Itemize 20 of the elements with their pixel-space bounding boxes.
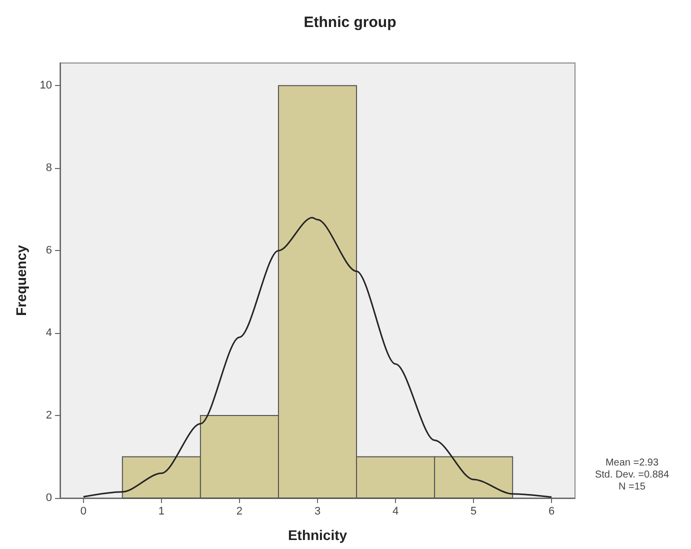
x-axis-title: Ethnicity bbox=[288, 527, 348, 543]
y-tick-label: 4 bbox=[46, 327, 52, 340]
chart-title: Ethnic group bbox=[304, 14, 396, 31]
x-tick-label: 2 bbox=[236, 506, 243, 518]
y-axis-title: Frequency bbox=[13, 244, 29, 316]
x-tick-label: 0 bbox=[80, 506, 86, 518]
x-tick-label: 1 bbox=[158, 506, 164, 518]
text: N =15 bbox=[618, 482, 646, 492]
text: Mean =2.93 bbox=[605, 458, 659, 468]
y-tick-label: 10 bbox=[40, 80, 52, 92]
text: Std. Dev. =0.884 bbox=[594, 470, 670, 480]
y-tick-label: 8 bbox=[46, 162, 52, 174]
line-series bbox=[82, 216, 552, 498]
x-tick-label: 3 bbox=[314, 506, 321, 518]
y-tick-label: 6 bbox=[46, 244, 52, 257]
x-tick-label: 6 bbox=[548, 506, 555, 518]
x-tick-label: 4 bbox=[392, 506, 399, 518]
x-tick-label: 5 bbox=[470, 506, 477, 518]
y-tick-label: 0 bbox=[46, 492, 52, 504]
y-tick-label: 2 bbox=[46, 410, 52, 422]
